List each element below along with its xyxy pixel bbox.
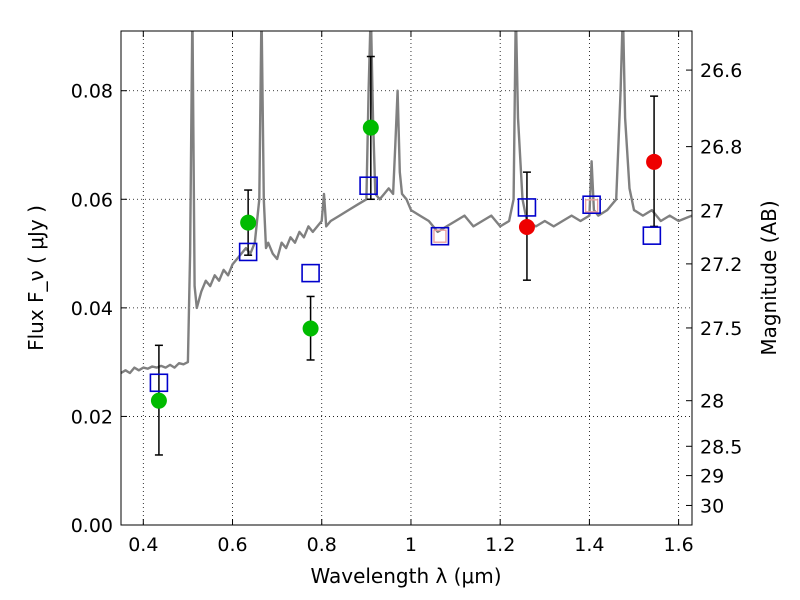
model-square bbox=[301, 263, 320, 283]
x-tick-label: 0.8 bbox=[307, 534, 337, 556]
y2-tick-label: 29 bbox=[700, 466, 724, 488]
y-tick-label: 0.00 bbox=[71, 515, 113, 537]
x-tick-label: 1 bbox=[405, 534, 417, 556]
y-tick-label: 0.06 bbox=[71, 189, 113, 211]
model-square bbox=[359, 176, 378, 196]
x-tick-label: 1.6 bbox=[664, 534, 694, 556]
plot-frame bbox=[120, 30, 693, 526]
observed-hst-point bbox=[150, 392, 167, 409]
model-square bbox=[149, 373, 169, 393]
x-tick-label: 0.4 bbox=[128, 534, 158, 556]
axis-ticks: 0.4 0.6 0.8 1 1.2 1.4 1.6 0.00 0.02 0.04 0.06 0.08 2… bbox=[71, 31, 742, 556]
observed-hst-point bbox=[362, 119, 379, 136]
y2-tick-label: 26.6 bbox=[700, 60, 742, 82]
y2-axis-label: Magnitude (AB) bbox=[757, 200, 781, 355]
y-tick-label: 0.02 bbox=[71, 406, 113, 428]
x-tick-label: 1.4 bbox=[574, 534, 604, 556]
plot-background bbox=[121, 31, 692, 525]
observed-hst-point bbox=[240, 214, 257, 231]
y2-tick-label: 27.2 bbox=[700, 254, 742, 276]
model-square bbox=[517, 198, 537, 217]
x-axis-label: Wavelength λ (μm) bbox=[310, 564, 501, 588]
x-tick-label: 1.2 bbox=[485, 534, 515, 556]
plot-area bbox=[121, 31, 692, 456]
model-square bbox=[238, 242, 258, 262]
x-tick-label: 0.6 bbox=[217, 534, 247, 556]
model-square bbox=[582, 195, 601, 215]
model-square bbox=[642, 226, 662, 245]
observed-ir-point bbox=[518, 218, 535, 235]
y2-tick-label: 28.5 bbox=[700, 436, 742, 458]
y-tick-label: 0.08 bbox=[71, 81, 113, 103]
y-tick-label: 0.04 bbox=[71, 298, 113, 320]
spectrum-line bbox=[121, 31, 692, 375]
y2-tick-label: 30 bbox=[700, 495, 724, 517]
y2-tick-label: 26.8 bbox=[700, 137, 742, 159]
y2-tick-label: 28 bbox=[700, 391, 724, 413]
model-square bbox=[430, 226, 450, 246]
y2-tick-label: 27 bbox=[700, 201, 724, 223]
y-axis-label: Flux F_ν ( μJy ) bbox=[24, 205, 48, 351]
observed-ir-point bbox=[646, 153, 663, 170]
model-square-inner bbox=[433, 229, 447, 243]
observed-hst-point bbox=[302, 320, 319, 337]
model-square-inner bbox=[584, 199, 599, 213]
y2-tick-label: 27.5 bbox=[700, 318, 742, 340]
